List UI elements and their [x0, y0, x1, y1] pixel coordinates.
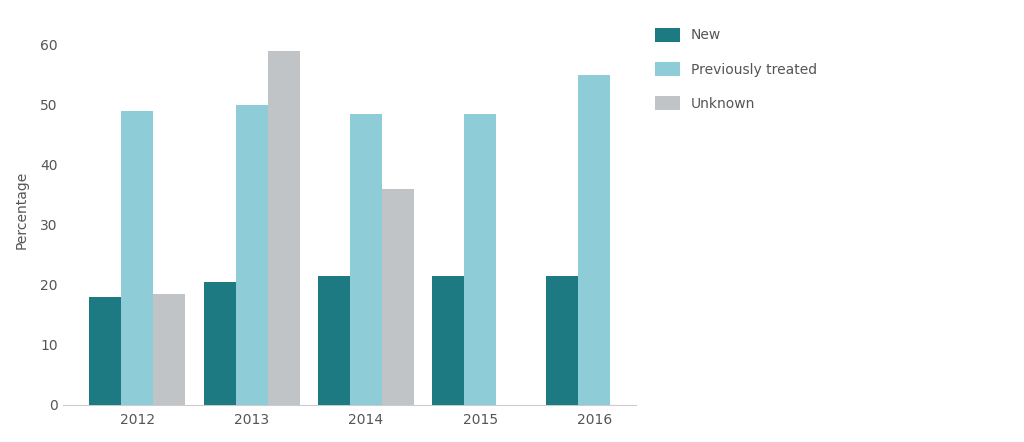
- Bar: [154, 294, 185, 405]
- Bar: [317, 276, 350, 405]
- Bar: [350, 114, 382, 405]
- Bar: [579, 75, 610, 405]
- Y-axis label: Percentage: Percentage: [15, 171, 29, 249]
- Bar: [89, 297, 121, 405]
- Bar: [464, 114, 497, 405]
- Bar: [382, 189, 414, 405]
- Bar: [267, 51, 300, 405]
- Bar: [121, 111, 154, 405]
- Bar: [432, 276, 464, 405]
- Bar: [236, 105, 267, 405]
- Bar: [204, 282, 236, 405]
- Bar: [547, 276, 579, 405]
- Legend: New, Previously treated, Unknown: New, Previously treated, Unknown: [649, 22, 822, 116]
